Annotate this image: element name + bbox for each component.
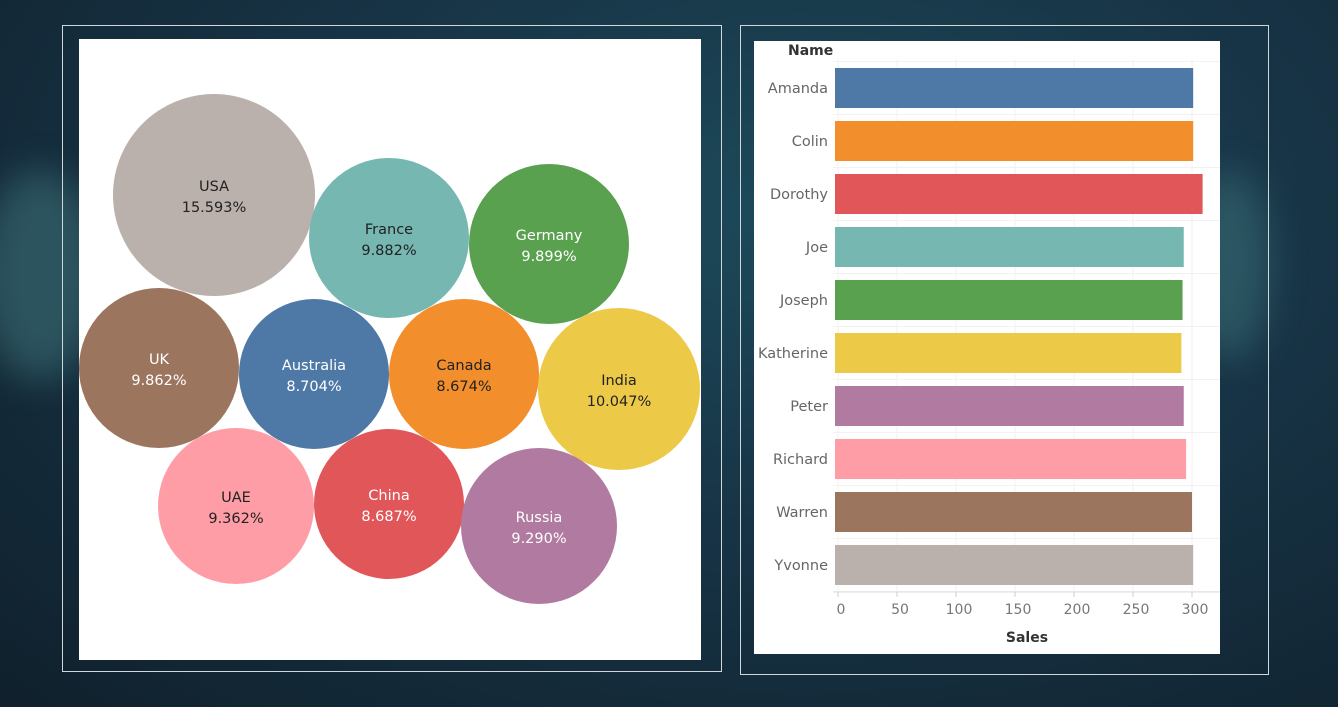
bubble-label: Germany <box>516 228 583 244</box>
bubble-uae[interactable]: UAE 9.362% <box>158 428 314 584</box>
bar-chart: Name Amanda Colin Dorothy Joe Joseph Katherine… <box>758 43 1220 646</box>
bubble-france[interactable]: France 9.882% <box>309 158 469 318</box>
category-label: Katherine <box>758 346 828 362</box>
bar-joseph[interactable] <box>835 280 1183 320</box>
bubble-label: Australia <box>282 358 346 374</box>
bubble-label: USA <box>199 179 229 195</box>
bubble-canada[interactable]: Canada 8.674% <box>389 299 539 449</box>
bubble-label: Canada <box>436 358 491 374</box>
bar-katherine[interactable] <box>835 333 1182 373</box>
bar-peter[interactable] <box>835 386 1184 426</box>
x-tick-label: 150 <box>1005 602 1032 618</box>
x-tick-label: 200 <box>1064 602 1091 618</box>
bar-dorothy[interactable] <box>835 174 1203 214</box>
bubble-value: 8.674% <box>436 379 491 395</box>
x-tick-label: 50 <box>891 602 909 618</box>
bubble-value: 9.899% <box>521 249 576 265</box>
bubble-circle[interactable] <box>113 94 315 296</box>
bubble-circle[interactable] <box>79 288 239 448</box>
bubble-uk[interactable]: UK 9.862% <box>79 288 239 448</box>
bubble-circle[interactable] <box>158 428 314 584</box>
bubble-australia[interactable]: Australia 8.704% <box>239 299 389 449</box>
bubble-germany[interactable]: Germany 9.899% <box>469 164 629 324</box>
bubble-label: China <box>368 488 409 504</box>
bubble-value: 10.047% <box>587 394 652 410</box>
category-label: Richard <box>773 452 828 468</box>
bubble-india[interactable]: India 10.047% <box>538 308 700 470</box>
bar-colin[interactable] <box>835 121 1194 161</box>
bubble-china[interactable]: China 8.687% <box>314 429 464 579</box>
category-label: Dorothy <box>770 187 828 203</box>
bar-chart-frame <box>740 25 1269 675</box>
x-tick-label: 100 <box>946 602 973 618</box>
bubble-value: 15.593% <box>182 200 247 216</box>
x-axis-title: Sales <box>1006 630 1048 646</box>
bubble-label: France <box>365 222 413 238</box>
bubble-label: UK <box>149 352 170 368</box>
bubble-circle[interactable] <box>538 308 700 470</box>
bar-richard[interactable] <box>835 439 1187 479</box>
bubble-value: 9.882% <box>361 243 416 259</box>
x-tick-label: 300 <box>1182 602 1209 618</box>
bar-joe[interactable] <box>835 227 1184 267</box>
category-label: Joe <box>805 240 828 256</box>
bubble-value: 9.362% <box>208 511 263 527</box>
bubble-circle[interactable] <box>389 299 539 449</box>
category-label: Yvonne <box>773 558 828 574</box>
bar-amanda[interactable] <box>835 68 1194 108</box>
bubble-label: India <box>601 373 637 389</box>
bubble-value: 8.704% <box>286 379 341 395</box>
axis-header: Name <box>788 43 833 59</box>
bubble-usa[interactable]: USA 15.593% <box>113 94 315 296</box>
bubble-chart-panel: USA 15.593% France 9.882% Germany 9.899% UK 9.8… <box>79 39 701 660</box>
bubble-value: 9.290% <box>511 531 566 547</box>
bubble-circle[interactable] <box>314 429 464 579</box>
category-label: Amanda <box>768 81 828 97</box>
bubble-russia[interactable]: Russia 9.290% <box>461 448 617 604</box>
x-tick-label: 0 <box>837 602 846 618</box>
bubble-chart-frame <box>62 25 722 672</box>
category-label: Colin <box>792 134 828 150</box>
bubble-chart: USA 15.593% France 9.882% Germany 9.899% UK 9.8… <box>79 94 700 604</box>
bar-warren[interactable] <box>835 492 1192 532</box>
bubble-label: Russia <box>516 510 563 526</box>
bubble-circle[interactable] <box>309 158 469 318</box>
bubble-circle[interactable] <box>469 164 629 324</box>
bubble-label: UAE <box>221 490 251 506</box>
bubble-circle[interactable] <box>461 448 617 604</box>
bubble-circle[interactable] <box>239 299 389 449</box>
x-tick-label: 250 <box>1123 602 1150 618</box>
category-label: Warren <box>776 505 828 521</box>
category-label: Joseph <box>779 293 828 309</box>
category-label: Peter <box>790 399 828 415</box>
bar-chart-panel: Name Amanda Colin Dorothy Joe Joseph Katherine… <box>754 41 1220 654</box>
bubble-value: 8.687% <box>361 509 416 525</box>
bubble-value: 9.862% <box>131 373 186 389</box>
bar-yvonne[interactable] <box>835 545 1194 585</box>
